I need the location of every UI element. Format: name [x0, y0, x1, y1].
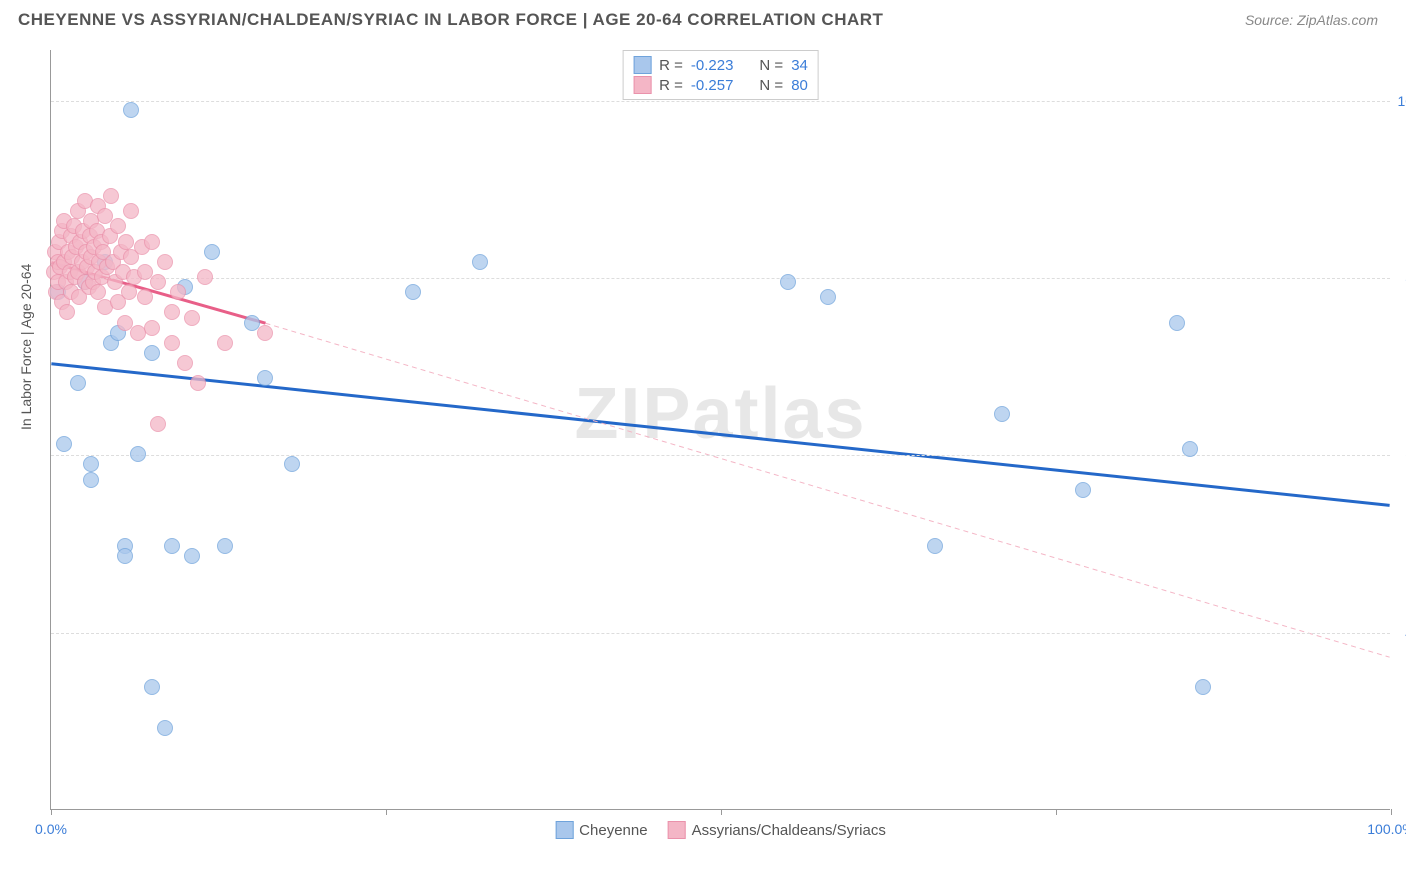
xtick-label: 100.0%	[1367, 821, 1406, 837]
data-point	[150, 274, 166, 290]
legend-label: Assyrians/Chaldeans/Syriacs	[692, 822, 886, 839]
data-point	[780, 274, 796, 290]
data-point	[130, 446, 146, 462]
xtick	[386, 809, 387, 815]
data-point	[1195, 679, 1211, 695]
stat-n-label: N =	[759, 77, 783, 94]
ytick-label: 82.5%	[1395, 270, 1406, 286]
data-point	[103, 188, 119, 204]
gridline	[51, 633, 1390, 634]
chart-header: CHEYENNE VS ASSYRIAN/CHALDEAN/SYRIAC IN …	[0, 0, 1406, 38]
xtick	[1391, 809, 1392, 815]
data-point	[405, 284, 421, 300]
y-axis-label: In Labor Force | Age 20-64	[18, 264, 34, 430]
ytick-label: 65.0%	[1395, 447, 1406, 463]
stat-n-label: N =	[759, 57, 783, 74]
data-point	[56, 436, 72, 452]
legend-swatch	[633, 56, 651, 74]
data-point	[70, 375, 86, 391]
chart-source: Source: ZipAtlas.com	[1245, 12, 1378, 28]
data-point	[137, 289, 153, 305]
data-point	[83, 472, 99, 488]
correlation-legend: R = -0.223 N = 34 R = -0.257 N = 80	[622, 50, 819, 100]
stat-n-value: 80	[791, 77, 808, 94]
ytick-label: 47.5%	[1395, 625, 1406, 641]
data-point	[117, 548, 133, 564]
data-point	[144, 234, 160, 250]
stat-r-label: R =	[659, 77, 683, 94]
watermark: ZIPatlas	[574, 373, 866, 455]
data-point	[121, 284, 137, 300]
data-point	[284, 456, 300, 472]
data-point	[217, 538, 233, 554]
data-point	[144, 679, 160, 695]
data-point	[164, 304, 180, 320]
legend-label: Cheyenne	[579, 822, 647, 839]
legend-swatch	[555, 821, 573, 839]
xtick	[1056, 809, 1057, 815]
data-point	[820, 289, 836, 305]
data-point	[1169, 315, 1185, 331]
data-point	[184, 548, 200, 564]
legend-row: R = -0.257 N = 80	[633, 75, 808, 95]
data-point	[164, 335, 180, 351]
gridline	[51, 278, 1390, 279]
stat-n-value: 34	[791, 57, 808, 74]
scatter-chart: ZIPatlas 47.5%65.0%82.5%100.0%0.0%100.0%…	[50, 50, 1390, 810]
data-point	[257, 325, 273, 341]
stat-r-value: -0.257	[691, 77, 734, 94]
data-point	[59, 304, 75, 320]
legend-row: R = -0.223 N = 34	[633, 55, 808, 75]
data-point	[170, 284, 186, 300]
xtick-label: 0.0%	[35, 821, 67, 837]
data-point	[157, 254, 173, 270]
data-point	[257, 370, 273, 386]
data-point	[927, 538, 943, 554]
data-point	[197, 269, 213, 285]
data-point	[472, 254, 488, 270]
data-point	[164, 538, 180, 554]
data-point	[144, 320, 160, 336]
data-point	[204, 244, 220, 260]
data-point	[184, 310, 200, 326]
data-point	[994, 406, 1010, 422]
ytick-label: 100.0%	[1395, 93, 1406, 109]
data-point	[190, 375, 206, 391]
legend-swatch	[668, 821, 686, 839]
chart-title: CHEYENNE VS ASSYRIAN/CHALDEAN/SYRIAC IN …	[18, 10, 883, 30]
data-point	[123, 203, 139, 219]
data-point	[177, 355, 193, 371]
xtick	[51, 809, 52, 815]
data-point	[1075, 482, 1091, 498]
stat-r-label: R =	[659, 57, 683, 74]
data-point	[144, 345, 160, 361]
legend-item: Assyrians/Chaldeans/Syriacs	[668, 821, 886, 839]
data-point	[1182, 441, 1198, 457]
data-point	[123, 102, 139, 118]
data-point	[83, 456, 99, 472]
data-point	[118, 234, 134, 250]
gridline	[51, 101, 1390, 102]
legend-swatch	[633, 76, 651, 94]
trend-lines	[51, 50, 1390, 809]
series-legend: Cheyenne Assyrians/Chaldeans/Syriacs	[555, 821, 886, 839]
data-point	[90, 284, 106, 300]
data-point	[217, 335, 233, 351]
xtick	[721, 809, 722, 815]
data-point	[110, 218, 126, 234]
stat-r-value: -0.223	[691, 57, 734, 74]
data-point	[150, 416, 166, 432]
legend-item: Cheyenne	[555, 821, 647, 839]
data-point	[157, 720, 173, 736]
